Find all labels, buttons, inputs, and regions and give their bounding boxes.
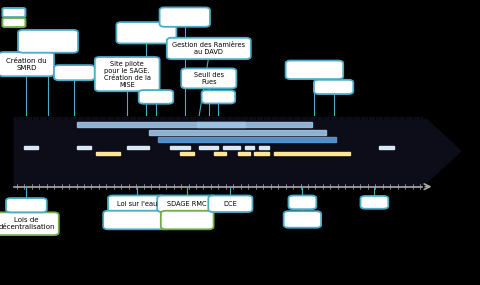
FancyBboxPatch shape (18, 30, 78, 53)
FancyBboxPatch shape (116, 22, 177, 43)
FancyBboxPatch shape (360, 196, 388, 209)
FancyBboxPatch shape (95, 57, 159, 91)
Text: Seuil des
Pues: Seuil des Pues (194, 72, 224, 85)
FancyBboxPatch shape (161, 211, 214, 229)
Text: DCE: DCE (224, 201, 237, 207)
Polygon shape (14, 115, 461, 187)
FancyBboxPatch shape (167, 38, 251, 59)
FancyBboxPatch shape (288, 196, 316, 209)
Bar (127, 146, 149, 149)
Bar (259, 146, 269, 149)
FancyBboxPatch shape (139, 90, 173, 104)
Bar (214, 152, 226, 155)
Bar (96, 152, 120, 155)
Bar (77, 146, 91, 149)
FancyBboxPatch shape (6, 198, 47, 212)
FancyBboxPatch shape (286, 60, 343, 79)
FancyBboxPatch shape (157, 196, 217, 212)
FancyBboxPatch shape (108, 196, 166, 212)
Bar (149, 130, 326, 135)
FancyBboxPatch shape (103, 211, 170, 229)
FancyBboxPatch shape (2, 18, 25, 27)
FancyBboxPatch shape (54, 65, 95, 80)
Bar (199, 146, 218, 149)
Bar (245, 146, 254, 149)
Text: Création du
SMRD: Création du SMRD (6, 58, 47, 71)
FancyBboxPatch shape (0, 212, 59, 235)
Bar (158, 137, 336, 142)
Text: SDAGE RMC: SDAGE RMC (168, 201, 207, 207)
Bar (170, 146, 190, 149)
Text: Site pilote
pour le SAGE.
Création de la
MISE: Site pilote pour le SAGE. Création de la… (104, 61, 151, 87)
FancyBboxPatch shape (0, 52, 54, 76)
Text: Gestion des Ramières
au DAVD: Gestion des Ramières au DAVD (172, 42, 245, 55)
Bar (238, 152, 250, 155)
FancyBboxPatch shape (284, 211, 321, 228)
FancyBboxPatch shape (2, 8, 25, 17)
Bar (379, 146, 394, 149)
Text: Loi sur l'eau: Loi sur l'eau (117, 201, 157, 207)
Bar (254, 152, 269, 155)
FancyBboxPatch shape (159, 7, 210, 27)
Bar (274, 152, 350, 155)
FancyBboxPatch shape (208, 196, 252, 212)
FancyBboxPatch shape (314, 80, 353, 94)
Bar (24, 146, 38, 149)
Bar (223, 146, 240, 149)
Text: Lois de
décentralisation: Lois de décentralisation (0, 217, 55, 230)
Bar (180, 152, 194, 155)
FancyBboxPatch shape (181, 68, 236, 88)
Bar (77, 122, 245, 127)
Bar (197, 122, 312, 127)
FancyBboxPatch shape (202, 90, 235, 103)
